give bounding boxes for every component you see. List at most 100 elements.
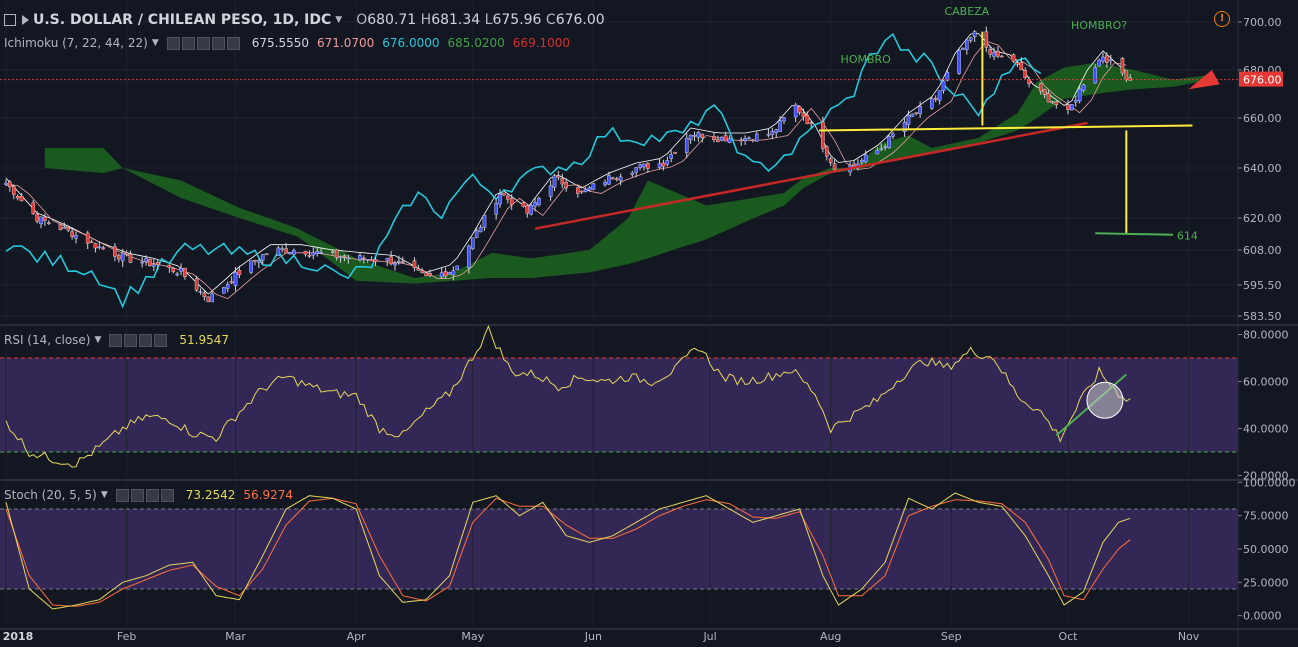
candle: [311, 252, 316, 256]
eye-icon[interactable]: [166, 36, 180, 50]
candle: [1011, 54, 1016, 62]
candle: [385, 258, 390, 261]
stoch-k-line: [5, 492, 1131, 610]
candle: [280, 248, 284, 250]
ichimoku-value-lead2: 669.1000: [512, 36, 571, 50]
candle: [424, 272, 428, 277]
candle: [576, 187, 580, 194]
candle: [229, 281, 234, 284]
candle: [362, 257, 366, 260]
annotation-label: CABEZA: [944, 5, 989, 18]
candle: [183, 267, 187, 278]
candle: [478, 227, 483, 233]
candle: [1038, 83, 1043, 92]
candle: [860, 160, 864, 163]
candle: [564, 182, 568, 189]
ohlc-values: O680.71 H681.34 L675.96 C676.00: [356, 12, 605, 28]
gear-icon[interactable]: [181, 36, 195, 50]
candle: [194, 278, 199, 291]
candle: [1128, 77, 1133, 81]
candle: [548, 185, 553, 197]
gear-icon[interactable]: [124, 333, 138, 347]
candle: [447, 272, 452, 275]
candle: [397, 260, 401, 263]
candle: [961, 47, 965, 50]
candle: [233, 272, 238, 286]
rsi-tick-label: 20.0000: [1243, 470, 1289, 483]
candle: [533, 202, 537, 207]
candle: [945, 72, 950, 81]
candle: [828, 158, 833, 164]
candle: [202, 292, 207, 298]
close-icon[interactable]: [226, 36, 240, 50]
candle: [887, 136, 891, 148]
chevron-down-icon[interactable]: ▼: [335, 15, 343, 25]
candle: [358, 255, 362, 261]
candle: [716, 139, 720, 142]
ichimoku-value-lead1: 685.0200: [447, 36, 505, 50]
candle: [260, 254, 265, 261]
chevron-down-icon[interactable]: ▼: [100, 490, 108, 500]
candle: [1077, 88, 1082, 102]
candle: [455, 265, 460, 271]
candle: [669, 154, 673, 159]
chevron-down-icon[interactable]: ▼: [151, 38, 159, 48]
close-icon[interactable]: [160, 488, 174, 502]
candle: [770, 131, 775, 135]
candle: [696, 132, 701, 138]
candle: [957, 50, 961, 74]
stoch-tick-label: 0.0000: [1243, 610, 1282, 623]
price-marker: [1188, 70, 1220, 90]
candle: [782, 117, 786, 122]
symbol-title[interactable]: U.S. DOLLAR / CHILEAN PESO, 1D, IDC: [33, 12, 332, 28]
time-tick-label: Aug: [820, 630, 841, 643]
time-tick-label: Jul: [702, 630, 716, 643]
candle: [719, 136, 724, 141]
candle: [688, 134, 693, 140]
candle: [1097, 60, 1101, 67]
candles: [4, 26, 1133, 303]
kumo-bull: [44, 62, 1212, 284]
plus-icon[interactable]: [139, 333, 153, 347]
candle: [988, 49, 992, 55]
ichimoku-label[interactable]: Ichimoku (7, 22, 44, 22): [4, 36, 148, 50]
time-tick-label: Oct: [1058, 630, 1078, 643]
plus-icon[interactable]: [211, 36, 225, 50]
candle: [11, 186, 16, 195]
rsi-tick-label: 40.0000: [1243, 423, 1289, 436]
eye-icon[interactable]: [109, 333, 123, 347]
time-tick-label: Feb: [117, 630, 136, 643]
open-label: O: [356, 12, 368, 28]
candle: [319, 252, 323, 254]
drawings: CABEZA HOMBRO? HOMBRO 614: [0, 5, 1238, 242]
chevron-down-icon[interactable]: ▼: [94, 335, 102, 345]
candle: [498, 193, 502, 205]
flag-icon[interactable]: [22, 15, 29, 25]
low-value: 675.96: [492, 12, 542, 28]
collapse-icon[interactable]: [4, 14, 16, 26]
candle: [1000, 55, 1004, 58]
source-icon[interactable]: [196, 36, 210, 50]
alert-icon[interactable]: !: [1214, 11, 1230, 27]
rsi-label[interactable]: RSI (14, close): [4, 333, 91, 347]
stoch-pane: [5, 492, 1131, 610]
time-tick-label: Apr: [347, 630, 367, 643]
plus-icon[interactable]: [145, 488, 159, 502]
candle: [879, 148, 884, 150]
candle: [661, 162, 666, 167]
candle: [1120, 58, 1125, 74]
stoch-label[interactable]: Stoch (20, 5, 5): [4, 488, 97, 502]
candle: [474, 230, 479, 238]
candle: [754, 133, 759, 142]
chikou-line: [5, 32, 1042, 309]
candle: [1081, 84, 1086, 91]
eye-icon[interactable]: [115, 488, 129, 502]
candle: [712, 136, 716, 141]
ichimoku-value-conversion: 675.5550: [251, 36, 309, 50]
candle: [416, 268, 421, 271]
gear-icon[interactable]: [130, 488, 144, 502]
close-label: C: [545, 12, 556, 28]
close-icon[interactable]: [154, 333, 168, 347]
